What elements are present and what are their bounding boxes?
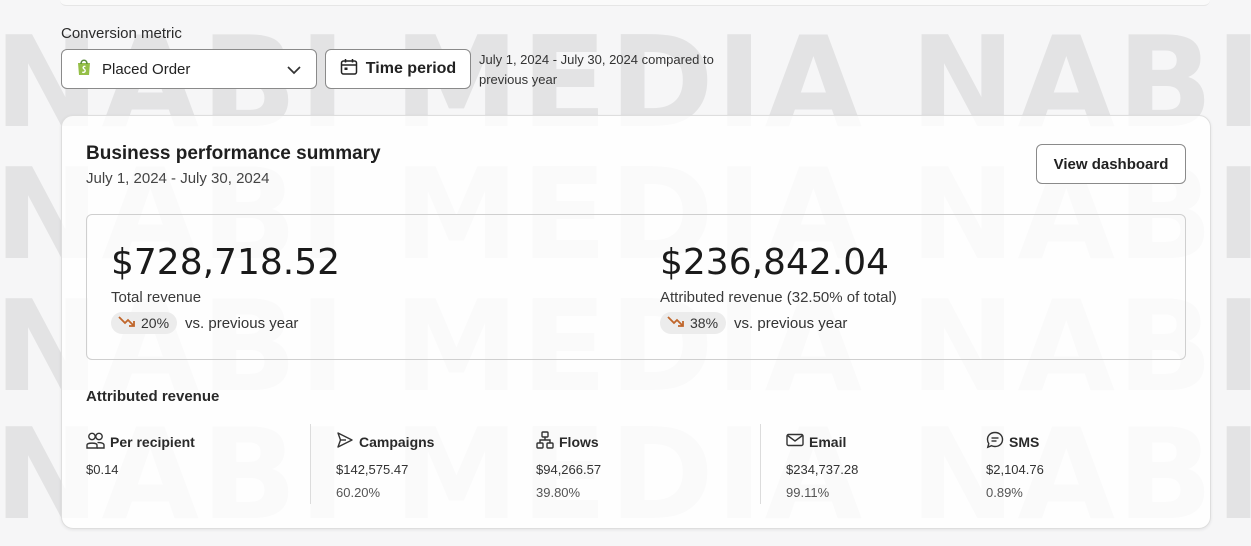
stat-share: 99.11% bbox=[786, 485, 830, 500]
stat-share: 0.89% bbox=[986, 485, 1023, 500]
stat-share: 60.20% bbox=[336, 485, 381, 500]
trend-comparison: vs. previous year bbox=[185, 314, 299, 332]
sms-icon bbox=[986, 431, 1004, 454]
stat-value: $2,104.76 bbox=[986, 462, 1044, 477]
stat-label: Flows bbox=[559, 434, 599, 450]
stat-label: SMS bbox=[1009, 434, 1040, 450]
time-period-label: Time period bbox=[365, 60, 457, 77]
trend-percent: 38% bbox=[690, 315, 719, 331]
metric-selected-value: Placed Order bbox=[102, 60, 191, 78]
stat-email: Email $234,737.28 99.11% bbox=[786, 432, 858, 500]
total-revenue-label: Total revenue bbox=[111, 289, 202, 306]
attributed-revenue-label: Attributed revenue (32.50% of total) bbox=[660, 289, 897, 306]
card-date-range: July 1, 2024 - July 30, 2024 bbox=[86, 170, 270, 187]
previous-card-edge bbox=[60, 0, 1210, 6]
stat-campaigns: Campaigns $142,575.47 60.20% bbox=[336, 431, 435, 500]
stat-sms: SMS $2,104.76 0.89% bbox=[986, 431, 1044, 500]
flow-icon bbox=[536, 430, 554, 454]
attributed-revenue-trend: 38% vs. previous year bbox=[660, 312, 847, 334]
shopify-bag-icon bbox=[76, 58, 92, 81]
mail-icon bbox=[786, 431, 804, 454]
stat-value: $0.14 bbox=[86, 462, 119, 477]
card-title: Business performance summary bbox=[86, 143, 381, 164]
divider bbox=[310, 424, 311, 504]
trend-percent: 20% bbox=[141, 315, 170, 331]
total-revenue-trend: 20% vs. previous year bbox=[111, 312, 298, 334]
stat-label: Campaigns bbox=[359, 434, 435, 450]
revenue-summary-box bbox=[86, 214, 1186, 360]
stat-value: $234,737.28 bbox=[786, 462, 859, 477]
trend-down-icon bbox=[117, 314, 137, 333]
stat-label: Per recipient bbox=[110, 434, 195, 450]
time-period-button[interactable]: Time period bbox=[325, 49, 471, 89]
stat-value: $142,575.47 bbox=[336, 462, 409, 477]
conversion-metric-select[interactable]: Placed Order bbox=[61, 49, 317, 89]
view-dashboard-button[interactable]: View dashboard bbox=[1036, 144, 1186, 184]
total-revenue-value: $728,718.52 bbox=[111, 242, 341, 283]
business-performance-card bbox=[61, 115, 1211, 529]
stat-label: Email bbox=[809, 434, 847, 450]
period-description: July 1, 2024 - July 30, 2024 compared to… bbox=[479, 52, 714, 87]
attributed-revenue-title: Attributed revenue bbox=[86, 388, 220, 405]
send-icon bbox=[336, 431, 354, 454]
stat-per-recipient: Per recipient $0.14 bbox=[86, 432, 195, 477]
divider bbox=[760, 424, 761, 504]
stat-value: $94,266.57 bbox=[536, 462, 602, 477]
calendar-icon bbox=[340, 58, 358, 81]
trend-badge: 20% bbox=[111, 312, 178, 334]
users-icon bbox=[86, 431, 105, 454]
attributed-revenue-value: $236,842.04 bbox=[660, 242, 890, 283]
trend-comparison: vs. previous year bbox=[734, 314, 848, 332]
chevron-down-icon bbox=[286, 62, 302, 83]
stat-share: 39.80% bbox=[536, 485, 581, 500]
trend-badge: 38% bbox=[660, 312, 727, 334]
conversion-metric-label: Conversion metric bbox=[61, 25, 182, 42]
stat-flows: Flows $94,266.57 39.80% bbox=[536, 430, 602, 500]
trend-down-icon bbox=[666, 314, 686, 333]
